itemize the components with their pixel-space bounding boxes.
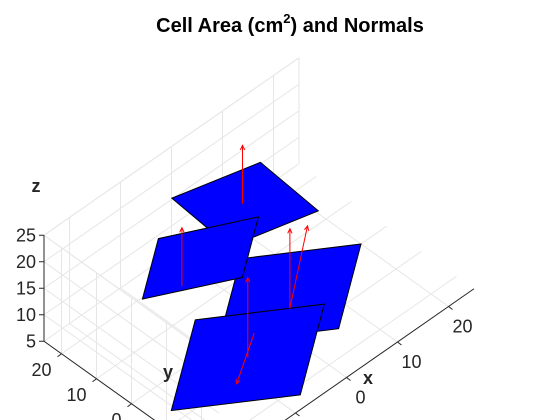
x-tick-label: 10	[401, 352, 421, 372]
z-tick-label: 25	[16, 225, 36, 245]
z-tick-label: 20	[16, 252, 36, 272]
chart-title-main: Cell Area (cm	[156, 15, 283, 37]
x-axis-label: x	[363, 368, 373, 388]
y-axis-label: y	[163, 362, 173, 382]
x-tick-mark	[449, 307, 453, 310]
y-tick-mark	[58, 354, 62, 357]
y-tick-mark	[128, 404, 132, 407]
y-tick-label: 0	[111, 410, 121, 420]
x-tick-label: 20	[452, 317, 472, 337]
z-axis-label: z	[32, 176, 41, 196]
chart-title: Cell Area (cm2) and Normals	[156, 11, 424, 37]
x-tick-mark	[398, 342, 402, 345]
z-tick-label: 5	[26, 331, 36, 351]
plot-area	[142, 145, 361, 410]
y-tick-mark	[93, 379, 97, 382]
y-tick-label: 20	[31, 360, 51, 380]
chart-title-superscript: 2	[283, 11, 290, 26]
x-tick-mark	[347, 378, 351, 381]
z-tick-label: 10	[16, 305, 36, 325]
x-tick-mark	[296, 413, 300, 416]
z-tick-label: 15	[16, 278, 36, 298]
y-tick-label: 10	[66, 385, 86, 405]
x-tick-label: 0	[355, 388, 365, 408]
chart-title-tail: ) and Normals	[290, 15, 423, 37]
